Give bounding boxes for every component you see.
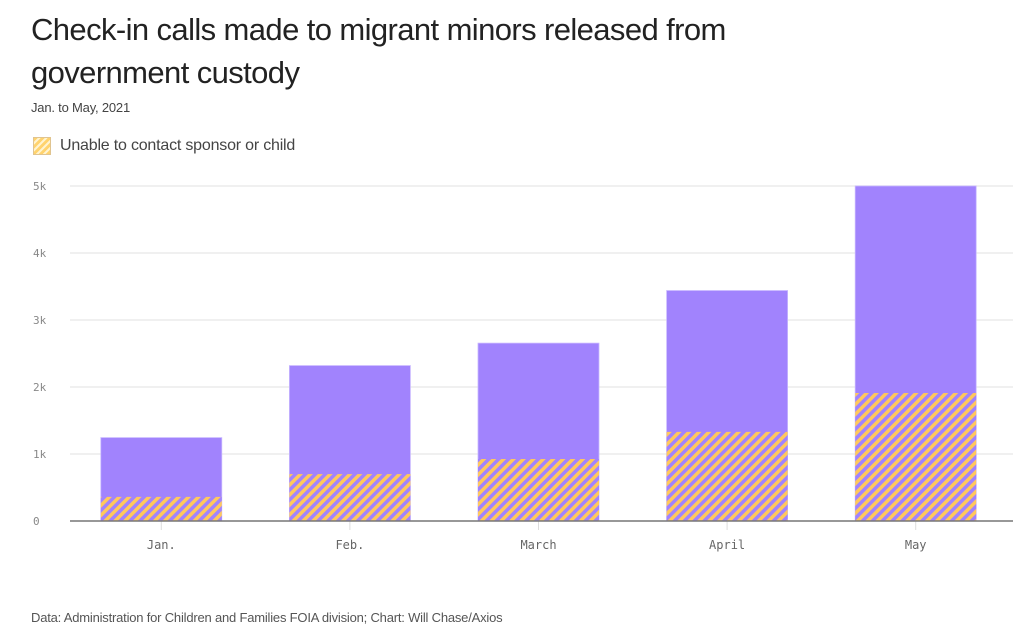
y-axis-ticks: 0 1k 2k 3k 4k 5k: [33, 180, 47, 528]
bar-unable-to-contact: [289, 474, 411, 521]
y-tick-label: 3k: [33, 314, 47, 327]
hatched-swatch-icon: [33, 137, 51, 155]
y-tick-label: 5k: [33, 180, 47, 193]
chart-title: Check-in calls made to migrant minors re…: [31, 12, 726, 90]
bar-unable-to-contact: [855, 393, 977, 521]
x-tick-label: April: [709, 538, 745, 552]
bar-unable-to-contact: [666, 431, 788, 521]
bars: [100, 185, 977, 522]
legend: Unable to contact sponsor or child: [33, 137, 295, 155]
bar-unable-to-contact: [478, 459, 599, 521]
bar-chart: 0 1k 2k 3k 4k 5k Jan. Feb. March April May: [33, 180, 1013, 552]
x-axis: Jan. Feb. March April May: [70, 520, 1013, 552]
x-tick-label: Jan.: [147, 538, 176, 552]
y-tick-label: 0: [33, 515, 40, 528]
y-tick-label: 1k: [33, 448, 47, 461]
y-tick-label: 2k: [33, 381, 47, 394]
source-note: Data: Administration for Children and Fa…: [31, 610, 503, 625]
y-tick-label: 4k: [33, 247, 47, 260]
x-tick-label: March: [520, 538, 556, 552]
legend-label: Unable to contact sponsor or child: [60, 137, 296, 154]
x-tick-label: May: [905, 538, 927, 552]
bar-unable-to-contact: [100, 496, 222, 521]
x-tick-label: Feb.: [335, 538, 364, 552]
chart-subtitle: Jan. to May, 2021: [31, 100, 130, 115]
